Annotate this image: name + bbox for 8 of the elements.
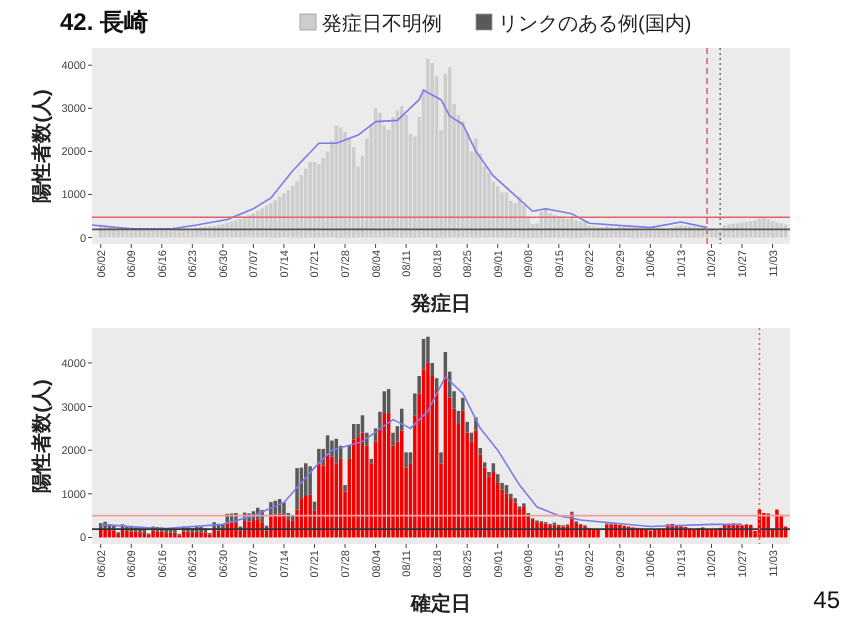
x-axis-title: 発症日 [409, 292, 471, 316]
x-axis-title: 確定日 [409, 592, 471, 616]
y-axis-title: 陽性者数(人) [30, 89, 54, 203]
chart-title: 42. 長崎 [60, 8, 149, 36]
y-axis-title: 陽性者数(人) [30, 379, 54, 493]
text: 45 [813, 586, 841, 614]
legend-label: 発症日不明例 [322, 12, 442, 36]
legend-label: リンクのある例(国内) [498, 12, 692, 36]
